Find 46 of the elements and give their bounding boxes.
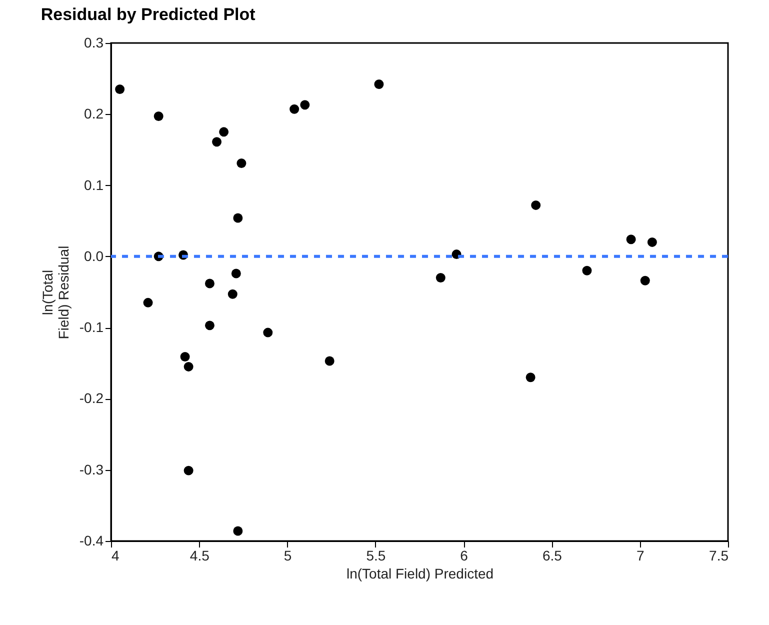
y-tick-label: -0.4 <box>79 532 104 548</box>
point <box>180 352 190 362</box>
point <box>115 84 125 94</box>
y-tick-label: 0.3 <box>84 34 104 50</box>
y-axis-title: ln(Total Field) Residual <box>39 246 72 340</box>
point <box>143 298 153 308</box>
point <box>219 127 229 137</box>
x-tick-label: 4 <box>112 548 120 564</box>
x-tick-label: 5.5 <box>366 548 386 564</box>
point <box>582 266 592 276</box>
y-tick-label: -0.2 <box>79 390 104 406</box>
point <box>204 320 214 330</box>
point <box>526 372 536 382</box>
point <box>184 466 194 476</box>
y-tick-label: 0.2 <box>84 106 104 122</box>
point <box>236 158 246 168</box>
x-tick-label: 7.5 <box>709 548 729 564</box>
chart-title: Residual by Predicted Plot <box>40 5 256 24</box>
point <box>531 200 541 210</box>
y-tick-label: -0.1 <box>79 319 104 336</box>
y-tick-label: -0.3 <box>79 461 104 478</box>
x-tick-label: 7 <box>636 548 644 564</box>
point <box>374 80 384 89</box>
point <box>184 362 194 372</box>
point <box>300 100 310 110</box>
x-tick-label: 4.5 <box>190 548 210 564</box>
point <box>324 356 334 366</box>
point <box>263 328 273 338</box>
y-tick-label: 0.0 <box>84 248 104 264</box>
point <box>640 276 650 286</box>
point <box>290 104 300 114</box>
point <box>233 213 243 223</box>
point <box>436 273 446 283</box>
point <box>154 112 164 122</box>
point <box>626 234 636 244</box>
x-tick-label: 5 <box>284 548 292 564</box>
y-tick-label: 0.1 <box>84 176 104 193</box>
point <box>233 526 243 536</box>
point <box>228 289 238 299</box>
x-tick-label: 6.5 <box>542 548 562 564</box>
point <box>204 278 214 288</box>
x-axis-title: ln(Total Field) Predicted <box>346 566 494 582</box>
x-tick-label: 6 <box>460 548 468 564</box>
point <box>647 237 657 247</box>
point <box>231 268 241 278</box>
point <box>212 137 222 147</box>
